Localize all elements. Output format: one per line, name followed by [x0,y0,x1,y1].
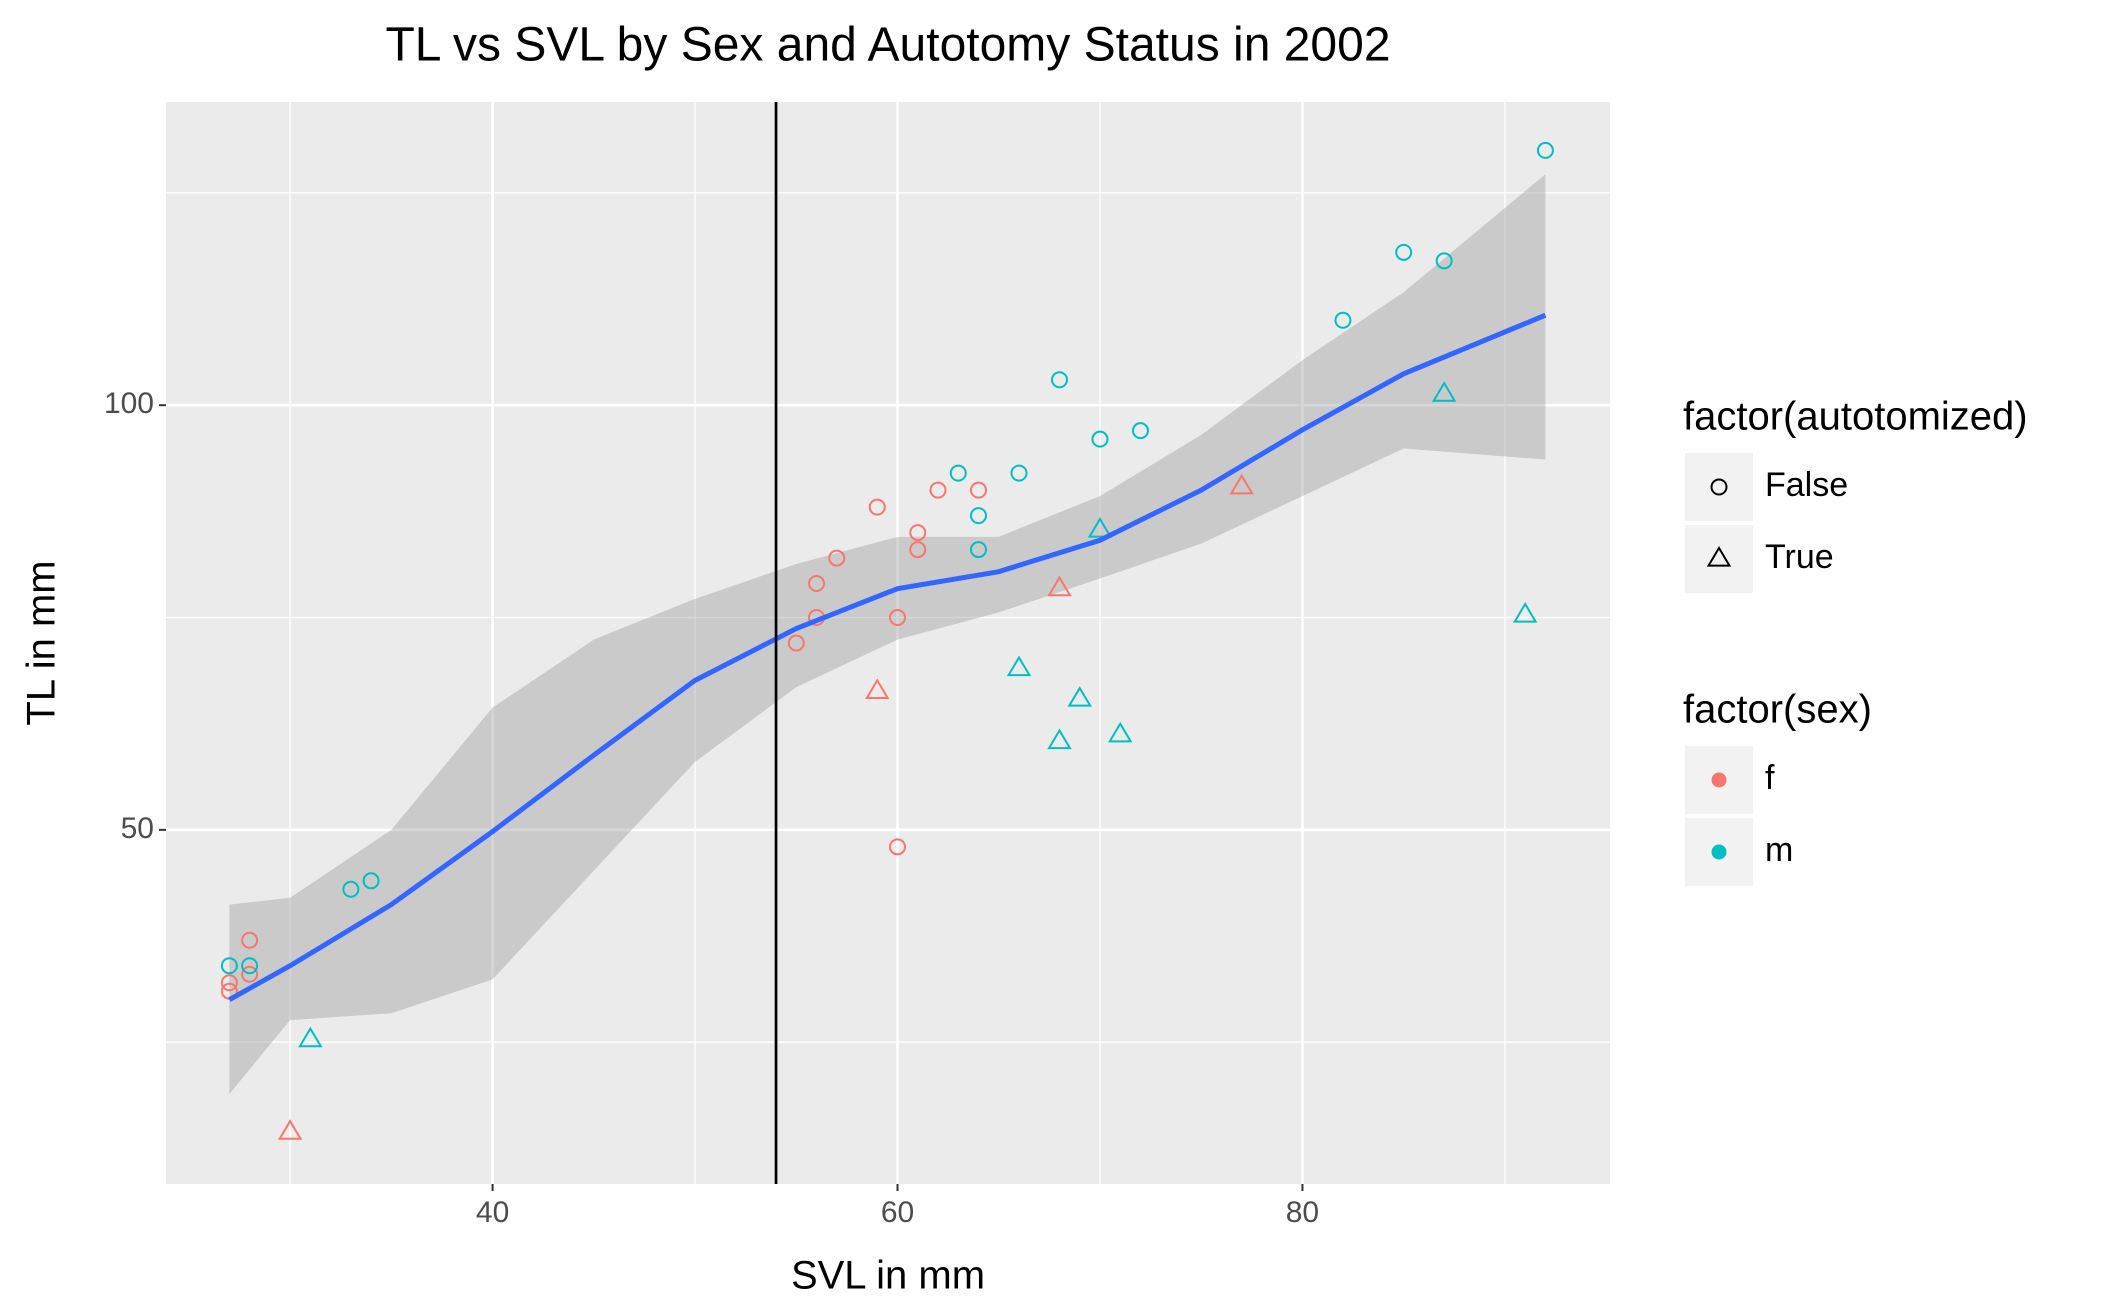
point [241,965,259,983]
point [1536,141,1554,159]
point [1010,464,1028,482]
point [909,541,927,559]
confidence-band [229,174,1546,1094]
point [241,957,259,975]
point [362,872,380,890]
legend-label: m [1765,831,1793,869]
point [1229,473,1254,495]
point [970,541,988,559]
point [1091,430,1109,448]
point [1512,602,1538,623]
point [1131,422,1149,440]
point [220,974,238,992]
point [865,678,890,700]
y-axis-label: TL in mm [20,560,64,725]
point [1047,575,1072,597]
y-tick-label: 100 [104,387,154,420]
point [241,931,259,949]
point [1006,655,1032,677]
point [298,1026,323,1048]
legend-label: f [1765,759,1775,797]
point [342,880,360,898]
legend-title: factor(autotomized) [1683,395,2028,439]
point [1334,311,1352,329]
point [970,481,988,499]
point [1067,686,1092,707]
point [929,481,947,499]
point [1395,243,1413,261]
smooth-line [228,312,1547,1002]
legend-symbol [1710,478,1728,496]
x-axis-label: SVL in mm [791,1254,985,1298]
legend-label: True [1765,538,1834,576]
point [220,957,238,975]
plot-panel [166,102,1610,1184]
x-tick-label: 80 [1286,1196,1319,1229]
chart-title: TL vs SVL by Sex and Autotomy Status in … [385,19,1390,72]
point [889,838,907,856]
point [1108,721,1133,743]
point [868,498,886,516]
point [1087,517,1113,538]
point [909,524,927,542]
point [828,549,846,567]
legend-symbol [1711,772,1727,788]
point [1435,252,1453,270]
legend-key [1685,453,1753,521]
point [1047,728,1072,750]
x-tick-label: 40 [476,1196,509,1229]
legend-symbol [1706,546,1732,567]
point [970,507,988,525]
point [1050,371,1068,389]
x-tick-label: 60 [881,1196,914,1229]
point [889,609,907,627]
point [808,575,826,593]
legend-key [1685,525,1753,593]
point [949,464,967,482]
legend-symbol [1711,844,1727,860]
point [787,634,805,652]
legend-title: factor(sex) [1683,688,1872,732]
legend-label: False [1765,466,1848,504]
point [277,1119,303,1140]
point [1431,381,1457,402]
y-tick-label: 50 [121,812,154,845]
